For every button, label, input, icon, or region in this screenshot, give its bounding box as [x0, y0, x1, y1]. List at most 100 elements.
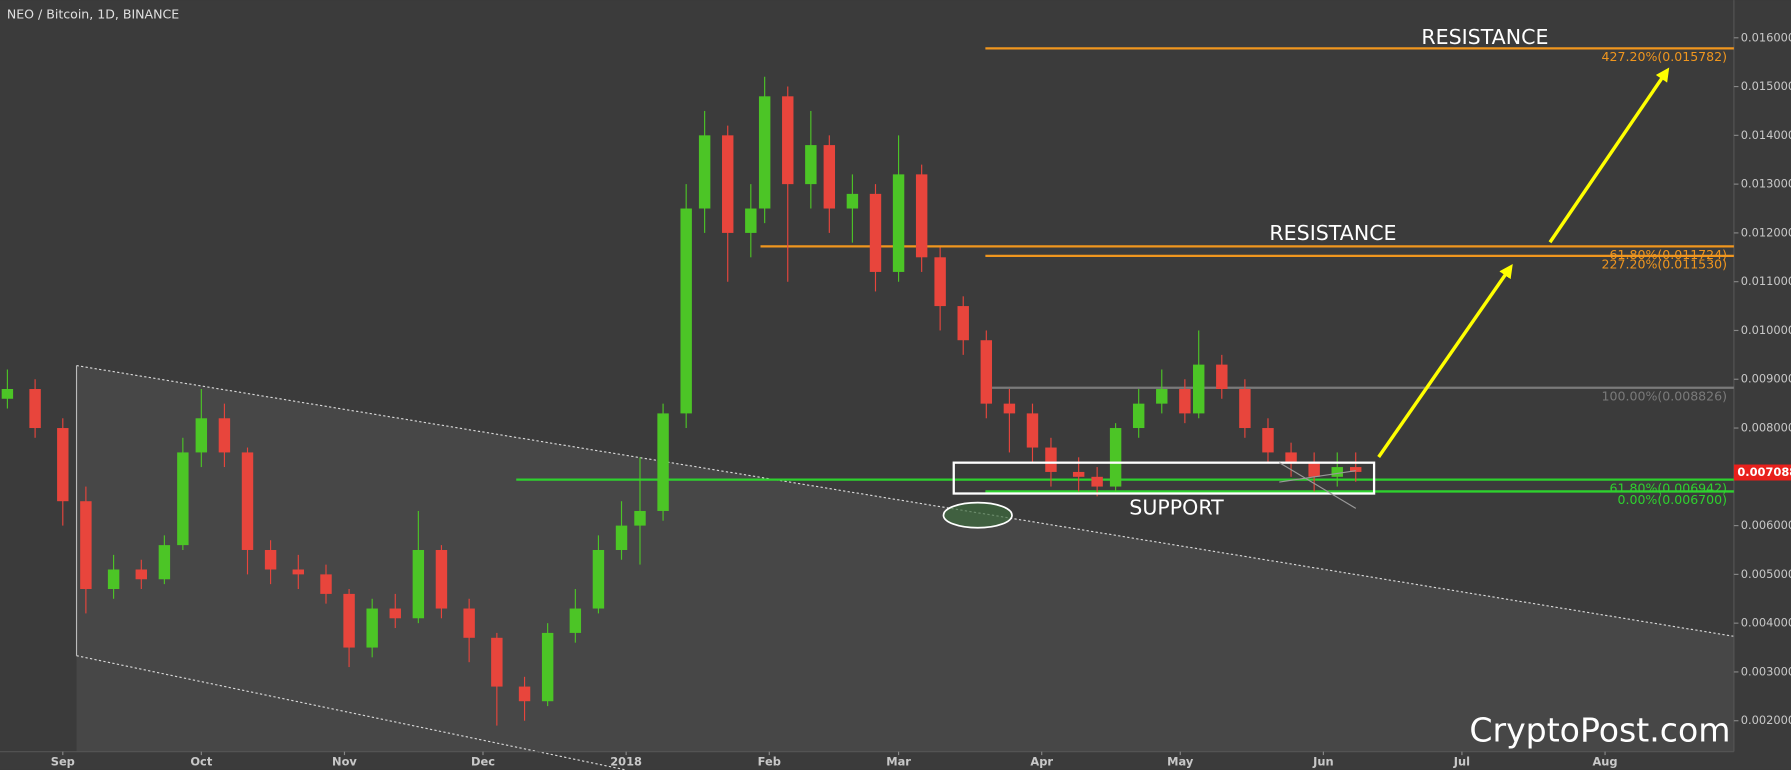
y-tick-label: 0.004000: [1741, 616, 1791, 630]
candle-body: [1026, 413, 1039, 448]
candle-body: [615, 525, 628, 550]
arrow: [1377, 264, 1513, 458]
candle-body: [1308, 462, 1320, 477]
candle-body: [1091, 476, 1103, 487]
y-tick-label: 0.002000: [1741, 713, 1791, 727]
candle-body: [1285, 452, 1297, 463]
touch-ellipse: [942, 501, 1013, 529]
y-tick-label: 0.010000: [1741, 323, 1791, 337]
y-tick-label: 0.003000: [1741, 664, 1791, 678]
candle-body: [158, 545, 171, 580]
candle-body: [1350, 467, 1362, 472]
candle-body: [1045, 447, 1057, 472]
y-tick-label: 0.011000: [1741, 274, 1791, 288]
candle-body: [634, 510, 646, 526]
x-tick-label: Aug: [1592, 754, 1617, 768]
candle-body: [805, 145, 817, 185]
candle-body: [135, 569, 148, 580]
annotation: RESISTANCE: [1269, 221, 1396, 245]
x-tick-label: Apr: [1030, 754, 1053, 768]
candle-body: [1262, 428, 1274, 453]
candle-body: [569, 608, 582, 633]
candle-body: [758, 96, 771, 209]
channel-top: [76, 365, 1734, 637]
candle-body: [1156, 389, 1168, 404]
candle-body: [463, 608, 475, 638]
y-tick-label: 0.016000: [1741, 30, 1791, 44]
x-tick-label: Nov: [332, 754, 357, 768]
y-tick-label: 0.006000: [1741, 518, 1791, 532]
candle-body: [412, 549, 425, 619]
y-tick-label: 0.005000: [1741, 567, 1791, 581]
candle-body: [195, 418, 208, 453]
arrow: [1548, 67, 1670, 244]
candle-body: [491, 637, 503, 687]
candle-body: [1, 389, 14, 399]
wedge-line: [1278, 462, 1357, 509]
x-tick-label: Mar: [886, 754, 911, 768]
candle-body: [934, 257, 946, 307]
channel-fill: [76, 365, 1734, 752]
level-label: 0.00%(0.006700): [1618, 492, 1728, 507]
last-price-label: 0.007088: [1737, 465, 1791, 479]
x-tick-label: 2018: [610, 754, 642, 768]
candle-body: [343, 593, 355, 648]
y-tick-label: 0.012000: [1741, 225, 1791, 239]
x-tick-label: May: [1167, 754, 1194, 768]
level-label: 427.20%(0.015782): [1602, 49, 1727, 64]
chart-title: NEO / Bitcoin, 1D, BINANCE: [7, 6, 179, 21]
x-tick-label: Dec: [471, 754, 495, 768]
candle-body: [1193, 364, 1205, 414]
candle-body: [1331, 467, 1343, 477]
y-tick-label: 0.014000: [1741, 128, 1791, 142]
candle-body: [592, 549, 605, 609]
level-label: 227.20%(0.011530): [1602, 256, 1727, 271]
candle-body: [957, 306, 969, 341]
candle-body: [1003, 403, 1016, 414]
candle-body: [1132, 403, 1145, 429]
candle-body: [846, 193, 859, 209]
candle-body: [292, 569, 305, 575]
annotation: SUPPORT: [1129, 495, 1224, 519]
candle-body: [1239, 389, 1251, 429]
last-price-tag: [1733, 464, 1791, 481]
y-tick-label: 0.009000: [1741, 372, 1791, 386]
candle-body: [680, 208, 692, 414]
candle-body: [541, 632, 554, 702]
support-box: [952, 461, 1376, 495]
candle-body: [1179, 389, 1191, 414]
x-tick-label: Sep: [51, 754, 75, 768]
candle-body: [107, 569, 120, 590]
candle-body: [57, 428, 69, 502]
candle-body: [264, 549, 277, 570]
candle-body: [745, 208, 757, 233]
candle-body: [698, 135, 711, 209]
candle-body: [389, 608, 401, 619]
candle-body: [518, 686, 531, 702]
candle-body: [366, 608, 378, 648]
candle-body: [320, 574, 332, 594]
candle-body: [1216, 364, 1228, 390]
candle-body: [823, 145, 836, 209]
candle-body: [218, 418, 231, 453]
candle-body: [915, 174, 928, 258]
x-tick-label: Jun: [1312, 754, 1334, 768]
candle-body: [980, 340, 993, 404]
x-tick-label: Oct: [190, 754, 212, 768]
candle-body: [435, 549, 448, 609]
candle-body: [657, 413, 669, 511]
candle-body: [80, 501, 92, 590]
candle-body: [722, 135, 734, 233]
candle-body: [29, 389, 41, 429]
y-tick-label: 0.008000: [1741, 421, 1791, 435]
candle-body: [241, 452, 254, 550]
annotation: RESISTANCE: [1421, 25, 1548, 49]
level-label: 61.80%(0.011724): [1610, 247, 1728, 262]
x-tick-label: Feb: [758, 754, 781, 768]
watermark: CryptoPost.com: [1469, 711, 1730, 750]
candle-body: [177, 452, 189, 546]
y-tick-label: 0.013000: [1741, 177, 1791, 191]
wedge-line: [1279, 470, 1356, 483]
